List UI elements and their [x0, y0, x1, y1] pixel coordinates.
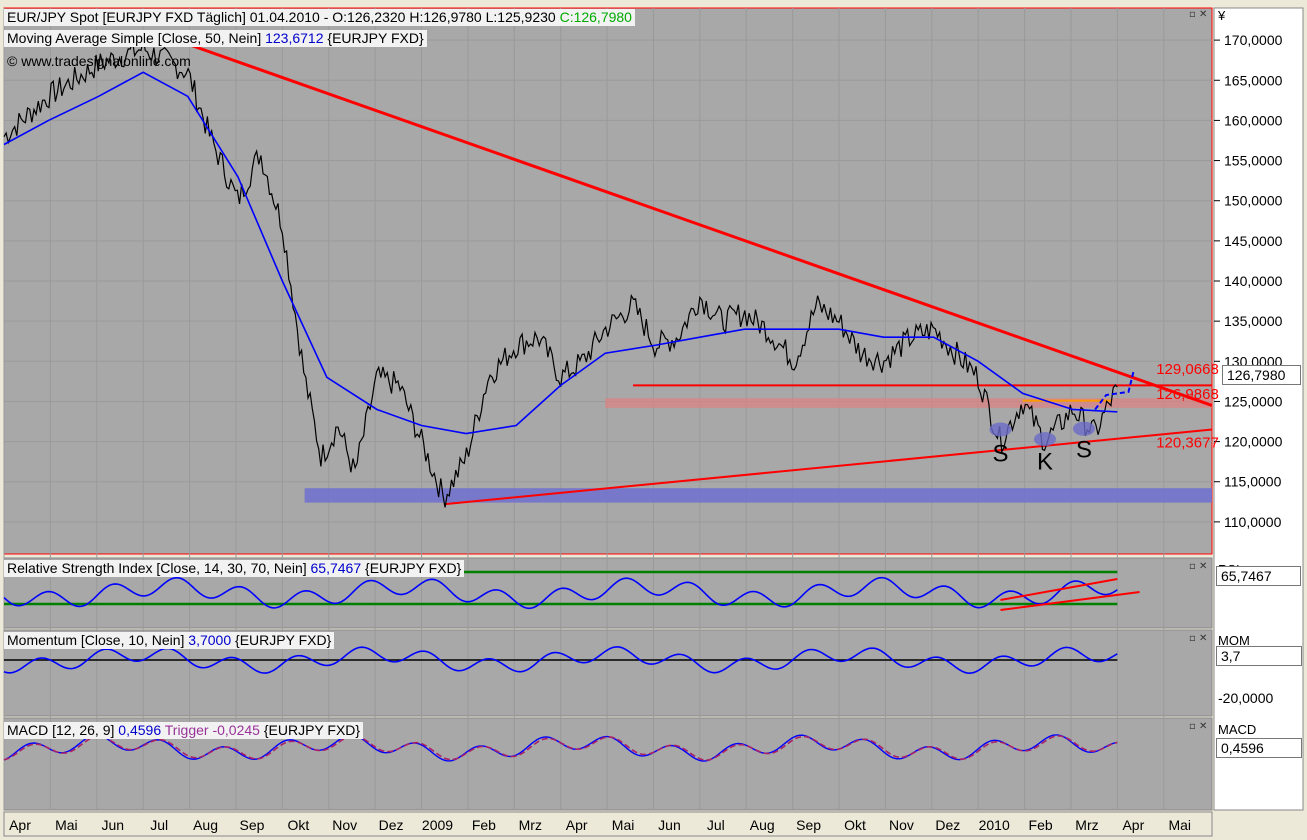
right-axis: [1213, 7, 1304, 811]
x-tick-label: Apr: [9, 817, 31, 833]
uptrend-line: [443, 428, 1213, 506]
ma-value: 123,6712: [265, 30, 324, 46]
pattern-label: S: [992, 441, 1008, 468]
price-title-text: EUR/JPY Spot [EURJPY FXD Täglich] 01.04.…: [7, 9, 556, 25]
x-tick-label: Jun: [101, 817, 124, 833]
x-tick-label: Jun: [658, 817, 681, 833]
macd-trigger-line: [3, 735, 1118, 761]
ma-name: Moving Average Simple [Close, 50, Nein]: [7, 30, 262, 46]
macd-axis-label: MACD: [1218, 722, 1257, 737]
x-tick-label: Aug: [193, 817, 218, 833]
support-band: [304, 488, 1213, 503]
price-panel-title: EUR/JPY Spot [EURJPY FXD Täglich] 01.04.…: [4, 9, 635, 26]
momentum-value: 3,7000: [188, 632, 232, 648]
rsi-legend: Relative Strength Index [Close, 14, 30, …: [4, 560, 465, 577]
y-tick-label: 150,0000: [1224, 193, 1283, 209]
macd-suffix: {EURJPY FXD}: [263, 722, 361, 738]
price-annotation: 120,3677: [1156, 434, 1219, 451]
y-tick-label: 110,0000: [1224, 514, 1282, 530]
x-tick-label: Mrz: [519, 817, 542, 833]
x-tick-label: Dez: [379, 817, 404, 833]
rsi-axis-value: 65,7467: [1216, 566, 1301, 586]
macd-trigger-label: Trigger: [164, 722, 209, 738]
y-tick-label: 135,0000: [1224, 313, 1283, 329]
x-tick-label: Apr: [1122, 817, 1144, 833]
x-tick-label: Jul: [150, 817, 168, 833]
rsi-title: Relative Strength Index [Close, 14, 30, …: [7, 560, 307, 576]
x-tick-label: Nov: [889, 817, 914, 833]
x-tick-label: 2009: [422, 817, 453, 833]
pattern-marker: [1033, 432, 1056, 447]
x-tick-label: Aug: [750, 817, 775, 833]
rsi-suffix: {EURJPY FXD}: [365, 560, 462, 576]
macd-legend: MACD [12, 26, 9] 0,4596 Trigger -0,0245 …: [4, 722, 364, 739]
x-axis: [3, 811, 1213, 837]
x-tick-label: Feb: [472, 817, 496, 833]
rsi-line: [3, 576, 1118, 610]
x-tick-label: Apr: [566, 817, 588, 833]
macd-axis-value: 0,4596: [1216, 738, 1302, 758]
resistance-zone: [605, 398, 1212, 408]
ma-line: [3, 71, 1118, 435]
macd-title: MACD [12, 26, 9]: [7, 722, 115, 738]
y-tick-label: 160,0000: [1224, 112, 1283, 128]
y-tick-label: 140,0000: [1224, 273, 1283, 289]
momentum-title: Momentum [Close, 10, Nein]: [7, 632, 185, 648]
current-price-box: 126,7980: [1222, 365, 1301, 385]
ma-legend: Moving Average Simple [Close, 50, Nein] …: [4, 30, 427, 47]
momentum-panel-controls[interactable]: ▫ ✕: [1189, 633, 1208, 644]
x-tick-label: Okt: [844, 817, 866, 833]
momentum-axis-value: 3,7: [1216, 646, 1302, 666]
x-tick-label: Mai: [55, 817, 78, 833]
y-tick-label: 155,0000: [1224, 153, 1283, 169]
y-tick-label: 125,0000: [1224, 393, 1283, 409]
price-line: [3, 39, 1118, 508]
rsi-channel-lower: [1000, 591, 1140, 611]
y-tick-label: 120,0000: [1224, 434, 1283, 450]
pattern-marker: [989, 422, 1012, 437]
y-tick-label: 165,0000: [1224, 72, 1283, 88]
momentum-suffix: {EURJPY FXD}: [235, 632, 332, 648]
x-tick-label: Mrz: [1075, 817, 1098, 833]
macd-panel-controls[interactable]: ▫ ✕: [1189, 721, 1208, 732]
rsi-panel-controls[interactable]: ▫ ✕: [1189, 561, 1208, 572]
x-tick-label: Mai: [612, 817, 635, 833]
momentum-line: [3, 646, 1118, 674]
copyright: © www.tradesignalonline.com: [7, 53, 191, 69]
x-tick-label: Sep: [239, 817, 264, 833]
rsi-channel-upper: [1000, 578, 1118, 601]
x-tick-label: Dez: [935, 817, 960, 833]
pattern-marker: [1072, 421, 1095, 436]
currency-label: ¥: [1218, 8, 1226, 23]
price-annotation: 129,0668: [1156, 361, 1219, 378]
y-tick-label: 145,0000: [1224, 233, 1283, 249]
ma-suffix: {EURJPY FXD}: [327, 30, 424, 46]
pattern-label: S: [1076, 437, 1092, 464]
momentum-axis-label: MOM: [1218, 633, 1250, 648]
momentum-legend: Momentum [Close, 10, Nein] 3,7000 {EURJP…: [4, 632, 335, 649]
x-tick-label: Sep: [796, 817, 821, 833]
x-tick-label: Feb: [1029, 817, 1053, 833]
downtrend-line: [187, 42, 1213, 407]
y-tick-label: 170,0000: [1224, 32, 1283, 48]
price-annotation: 126,9868: [1156, 386, 1219, 403]
x-tick-label: Nov: [332, 817, 357, 833]
x-tick-label: Jul: [707, 817, 725, 833]
x-tick-label: Okt: [287, 817, 309, 833]
momentum-axis-tick: -20,0000: [1218, 690, 1274, 706]
price-panel-controls[interactable]: ▫ ✕: [1189, 9, 1208, 20]
x-tick-label: 2010: [979, 817, 1010, 833]
x-tick-label: Mai: [1168, 817, 1191, 833]
price-close-value: C:126,7980: [559, 9, 632, 25]
pattern-label: K: [1037, 449, 1053, 476]
y-tick-label: 115,0000: [1224, 474, 1282, 490]
macd-trigger-value: -0,0245: [212, 722, 260, 738]
macd-value: 0,4596: [118, 722, 162, 738]
rsi-value: 65,7467: [310, 560, 362, 576]
breakout-arrow: [1094, 369, 1136, 411]
